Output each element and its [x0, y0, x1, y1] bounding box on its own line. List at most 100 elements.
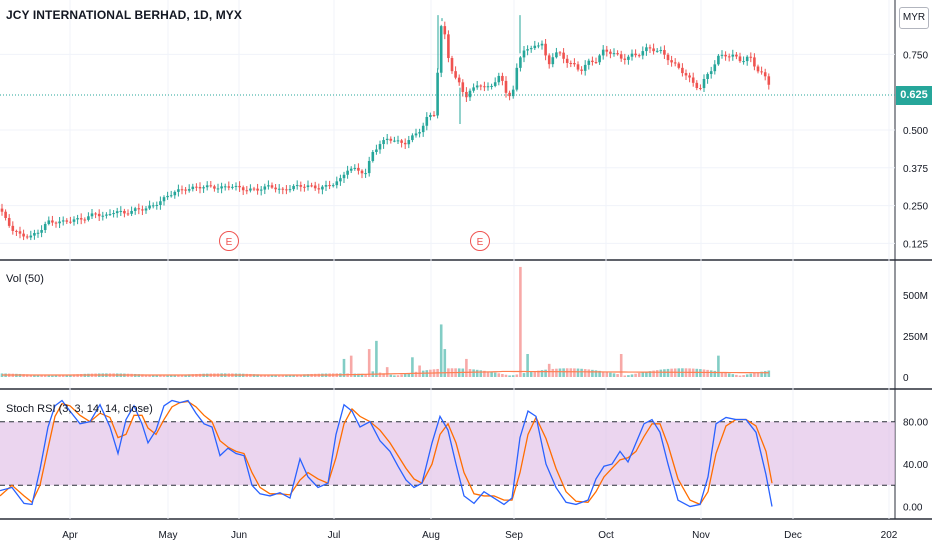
candle-body: [61, 220, 65, 222]
candle-body: [231, 186, 234, 188]
earnings-marker-label: E: [477, 237, 484, 248]
candle-body: [627, 56, 630, 60]
volume-bar: [652, 370, 655, 377]
price-axis-label: 0.250: [903, 202, 928, 213]
volume-legend[interactable]: Vol (50): [6, 273, 44, 285]
candle-body: [547, 55, 551, 65]
candle-body: [767, 76, 771, 85]
volume-bar: [385, 367, 389, 377]
candle-body: [375, 149, 378, 153]
candle-body: [115, 211, 119, 214]
volume-bar: [544, 369, 547, 377]
axis-labels: Apr May Jun Jul Aug Sep Oct Nov Dec 202 0.125 0.250…: [62, 50, 928, 541]
candle-body: [40, 230, 43, 233]
stoch-rsi-lines: [0, 399, 773, 508]
candle-body: [216, 188, 220, 190]
volume-bar: [594, 370, 598, 377]
candle-body: [763, 72, 767, 77]
price-axis-label: 0.125: [903, 239, 928, 250]
candle-body: [148, 205, 151, 209]
candle-body: [11, 225, 15, 231]
volume-bar: [720, 372, 724, 377]
candle-body: [241, 187, 245, 191]
volume-bar: [641, 372, 645, 377]
candle-body: [421, 125, 425, 133]
candle-body: [256, 188, 259, 191]
volume-bar: [58, 375, 61, 377]
candle-body: [328, 185, 331, 187]
candle-body: [119, 210, 123, 212]
volume-bar: [281, 375, 285, 377]
candle-body: [166, 195, 169, 198]
candle-body: [213, 186, 216, 189]
volume-bar: [357, 373, 360, 377]
candle-body: [612, 53, 616, 55]
candle-body: [652, 48, 655, 52]
volume-bar: [598, 370, 601, 377]
volume-bar: [166, 375, 169, 377]
volume-bar: [717, 355, 720, 377]
candle-body: [252, 188, 256, 190]
candle-body: [90, 213, 94, 217]
volume-bar: [486, 371, 490, 377]
candle-body: [191, 186, 195, 190]
candle-body: [303, 186, 306, 188]
stoch-axis-label: 80.00: [903, 418, 928, 429]
candle-body: [195, 186, 198, 188]
candle-body: [641, 51, 645, 56]
time-axis-label: Jul: [328, 530, 341, 541]
candle-body: [263, 186, 267, 190]
candle-body: [123, 210, 126, 214]
candle-body: [155, 204, 159, 206]
candle-body: [490, 85, 493, 87]
volume-bar: [465, 358, 468, 377]
candle-body: [565, 58, 569, 63]
candle-body: [709, 71, 713, 75]
candle-body: [724, 54, 727, 57]
candle-body: [648, 47, 652, 49]
candle-body: [227, 186, 231, 188]
earnings-marker-icon: [470, 231, 490, 251]
price-axis-label: 0.500: [903, 126, 928, 137]
candle-body: [22, 233, 25, 237]
volume-axis-label: 500M: [903, 291, 928, 302]
volume-bar: [184, 374, 187, 377]
volume-ma-line: [2, 370, 769, 376]
candle-body: [472, 87, 475, 91]
volume-bar: [547, 363, 551, 377]
candle-body: [270, 185, 274, 188]
volume-bar: [605, 372, 609, 377]
candle-body: [105, 214, 108, 216]
volume-bar: [508, 375, 511, 377]
candle-body: [285, 189, 288, 191]
candle-body: [511, 89, 515, 97]
volume-bar: [738, 375, 742, 377]
volume-bar: [490, 371, 493, 377]
candle-body: [198, 187, 202, 189]
currency-button[interactable]: MYR: [899, 7, 929, 29]
candle-body: [447, 34, 450, 59]
volume-bar: [267, 374, 270, 377]
time-axis-label: Nov: [692, 530, 710, 541]
stoch-legend[interactable]: Stoch RSI (3, 3, 14, 14, close): [6, 403, 153, 415]
time-axis-label: Aug: [422, 530, 440, 541]
candle-body: [249, 188, 252, 191]
volume-bar: [601, 371, 605, 377]
volume-bar: [47, 375, 51, 377]
candle-body: [342, 174, 346, 179]
volume-bar: [555, 368, 558, 377]
volume-bar: [648, 371, 652, 377]
volume-bar: [519, 266, 522, 377]
candle-body: [738, 56, 742, 62]
candle-body: [360, 170, 364, 174]
candle-body: [411, 135, 414, 141]
volume-bar: [537, 370, 540, 377]
candle-body: [688, 75, 691, 78]
volume-bar: [745, 374, 749, 377]
price-axis-label: 0.375: [903, 164, 928, 175]
candle-body: [457, 77, 461, 83]
candle-body: [357, 167, 360, 171]
candle-body: [33, 233, 36, 236]
